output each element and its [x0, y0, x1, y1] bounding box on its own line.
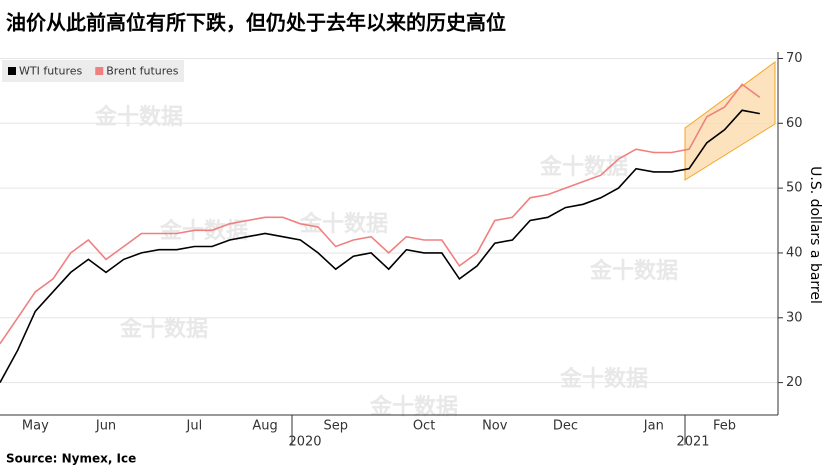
- legend-box: [2, 60, 184, 82]
- series-line: [0, 83, 761, 345]
- trend-channel: [684, 61, 776, 181]
- y-tick-label: 50: [786, 181, 803, 196]
- x-tick-label: Feb: [713, 419, 736, 434]
- y-axis-title: U.S. dollars a barrel: [807, 166, 823, 304]
- y-tick-label: 70: [786, 51, 803, 66]
- x-tick-label: Jul: [186, 419, 203, 434]
- watermark: 金十数据: [369, 394, 458, 420]
- watermark: 金十数据: [299, 211, 388, 237]
- watermark: 金十数据: [559, 366, 648, 392]
- x-tick-label: May: [22, 419, 49, 434]
- watermark: 金十数据: [589, 258, 678, 284]
- x-tick-label: Oct: [413, 419, 435, 434]
- x-tick-label: Aug: [252, 419, 277, 434]
- y-tick-label: 60: [786, 116, 803, 131]
- y-tick-label: 20: [786, 375, 803, 390]
- watermark: 金十数据: [94, 104, 183, 130]
- x-tick-label: Sep: [323, 419, 348, 434]
- legend-label: WTI futures: [19, 65, 83, 78]
- watermark: 金十数据: [119, 316, 208, 342]
- chart-title: 油价从此前高位有所下跌，但仍处于去年以来的历史高位: [6, 11, 506, 35]
- x-tick-label: Jan: [643, 419, 664, 434]
- x-tick-label: Dec: [553, 419, 578, 434]
- year-label: 2020: [288, 435, 321, 450]
- x-tick-label: Nov: [482, 419, 508, 434]
- watermark: 金十数据: [539, 154, 628, 180]
- y-tick-label: 40: [786, 245, 803, 260]
- x-tick-label: Jun: [95, 419, 116, 434]
- series-line: [0, 109, 760, 383]
- legend-swatch: [95, 67, 104, 75]
- year-label: 2021: [676, 435, 709, 450]
- y-tick-label: 30: [786, 310, 803, 325]
- legend-label: Brent futures: [106, 65, 179, 78]
- legend-swatch: [8, 67, 16, 75]
- source: Source: Nymex, Ice: [6, 452, 136, 466]
